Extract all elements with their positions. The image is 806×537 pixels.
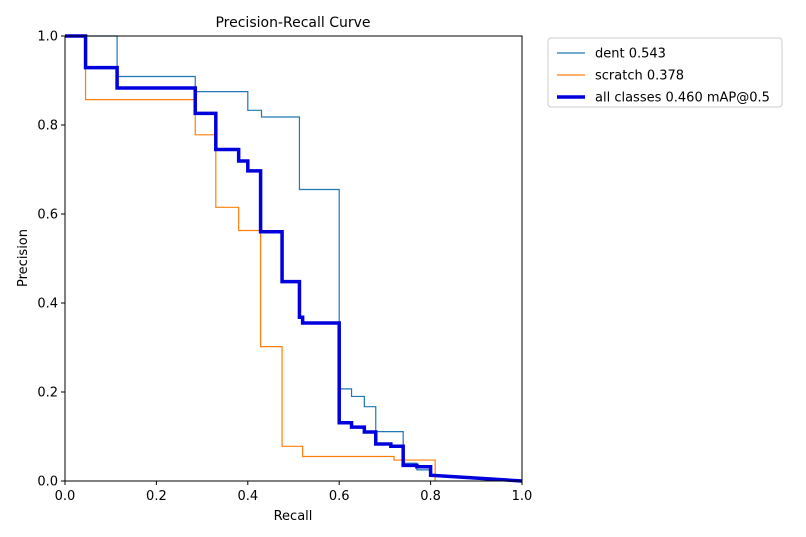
legend-label-1: scratch 0.378 xyxy=(595,69,684,84)
x-tick-label: 0.2 xyxy=(146,489,167,504)
y-tick-label: 0.8 xyxy=(37,119,58,134)
x-tick-label: 1.0 xyxy=(512,489,533,504)
legend-label-2: all classes 0.460 mAP@0.5 xyxy=(595,91,770,106)
plot-area: 0.0 0.2 0.4 0.6 0.8 1.0 0.0 0.2 0.4 0.6 0.8 1.0 xyxy=(37,30,532,505)
chart-title: Precision-Recall Curve xyxy=(215,15,370,31)
x-tick-label: 0.8 xyxy=(420,489,441,504)
x-axis-label: Recall xyxy=(274,509,313,524)
y-axis-label: Precision xyxy=(16,229,31,287)
x-tick-label: 0.4 xyxy=(237,489,258,504)
x-tick-label: 0.6 xyxy=(329,489,350,504)
x-tick-label: 0.0 xyxy=(55,489,76,504)
series-line-0 xyxy=(65,35,523,482)
y-tick-label: 0.0 xyxy=(37,475,58,490)
y-tick-label: 0.2 xyxy=(37,386,58,401)
series-group xyxy=(65,34,523,483)
y-tick-label: 0.6 xyxy=(37,208,58,223)
series-line-1 xyxy=(65,35,436,481)
legend: dent 0.543 scratch 0.378 all classes 0.460… xyxy=(547,37,783,108)
legend-label-0: dent 0.543 xyxy=(595,47,666,62)
y-tick-label: 0.4 xyxy=(37,297,58,312)
legend-frame xyxy=(547,37,783,108)
axes-frame xyxy=(64,35,523,482)
series-line-2 xyxy=(65,34,523,483)
y-tick-label: 1.0 xyxy=(37,30,58,45)
